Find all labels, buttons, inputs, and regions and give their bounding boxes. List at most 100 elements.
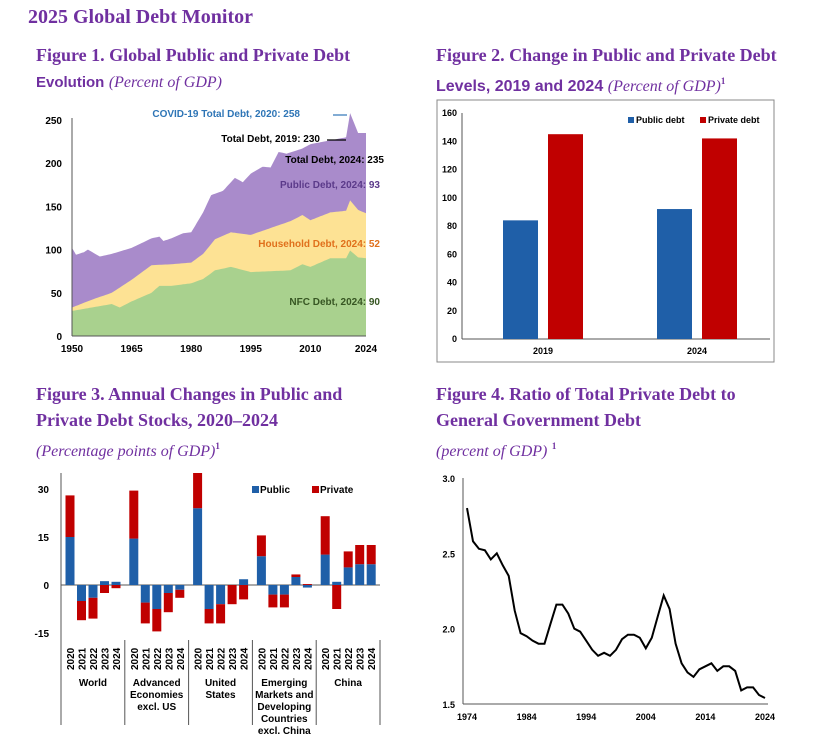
year-label: 2020	[130, 647, 141, 670]
public-bar	[239, 579, 249, 585]
x-tick-label: 1974	[457, 712, 477, 722]
public-bar	[193, 508, 203, 585]
group-label: Countries	[261, 714, 308, 725]
private-bar	[227, 585, 237, 605]
x-tick-label: 2010	[299, 344, 322, 355]
figure3-title-line2: Private Debt Stocks, 2020–2024	[36, 410, 278, 430]
legend-public-swatch	[252, 486, 259, 493]
year-label: 2020	[194, 647, 205, 670]
year-label: 2024	[112, 647, 123, 670]
private-bar	[129, 490, 139, 539]
ratio-line	[466, 507, 766, 699]
private-bar	[77, 601, 86, 621]
group-label: United	[205, 678, 236, 689]
private-bar	[100, 585, 109, 593]
public-bar	[88, 585, 98, 598]
private-bar	[88, 597, 98, 619]
figure2-title-line1: Figure 2. Change in Public and Private D…	[436, 45, 777, 65]
private-bar	[320, 516, 330, 555]
year-label: 2023	[101, 647, 112, 670]
public-bar	[77, 585, 86, 601]
year-label: 2024	[303, 647, 314, 670]
public-bar	[163, 585, 173, 593]
y-tick-label: 160	[442, 108, 457, 118]
annotation-total-2019: Total Debt, 2019: 230	[221, 134, 320, 145]
private-bar	[279, 594, 289, 608]
private-bar	[268, 594, 278, 608]
public-bar	[100, 581, 109, 585]
y-tick-label: 80	[447, 221, 457, 231]
y-tick-label: 0	[43, 581, 49, 592]
year-label: 2023	[164, 647, 175, 670]
year-label: 2023	[228, 647, 239, 670]
group-label: Emerging	[261, 678, 307, 689]
year-label: 2022	[280, 647, 291, 670]
legend-private-label: Private	[320, 485, 354, 496]
figure1-title-line1: Figure 1. Global Public and Private Debt	[36, 45, 351, 65]
group-label: Markets and	[255, 690, 313, 701]
group-label: World	[79, 678, 107, 689]
private-bar	[193, 473, 203, 509]
footnote-mark: 1	[551, 441, 557, 451]
figure2-frame	[436, 99, 775, 363]
y-tick-label: 40	[447, 278, 457, 288]
public-bar	[343, 567, 353, 585]
year-label: 2022	[153, 647, 164, 670]
y-tick-label: 100	[45, 246, 62, 257]
x-tick-label: 2024	[755, 712, 775, 722]
year-label: 2024	[367, 647, 378, 670]
legend-private-label: Private debt	[708, 115, 760, 125]
year-label: 2023	[356, 647, 367, 670]
y-tick-label: 250	[45, 116, 62, 127]
group-label: excl. China	[258, 726, 311, 737]
public-bar	[204, 585, 214, 609]
year-label: 2023	[292, 647, 303, 670]
year-label: 2020	[257, 647, 268, 670]
y-tick-label: 2.0	[442, 625, 455, 635]
private-bar	[366, 545, 376, 565]
y-tick-label: 15	[38, 533, 50, 544]
x-tick-label: 1994	[576, 712, 596, 722]
legend-private-swatch	[700, 117, 706, 123]
private-bar	[152, 609, 162, 632]
figure3-title-line1: Figure 3. Annual Changes in Public and	[36, 384, 343, 404]
annotation-public-2024: Public Debt, 2024: 93	[280, 180, 380, 191]
y-tick-label: 2.5	[442, 549, 455, 559]
private-bar	[302, 584, 312, 585]
y-tick-label: 140	[442, 136, 457, 146]
group-label: Advanced	[133, 678, 181, 689]
public-bar	[332, 581, 342, 585]
x-tick-label: 2019	[533, 346, 553, 356]
private-bar	[111, 585, 121, 589]
year-label: 2024	[240, 647, 251, 670]
private-bar	[239, 585, 249, 600]
public-bar	[175, 585, 185, 590]
x-tick-label: 1950	[61, 344, 84, 355]
x-tick-label: 2024	[355, 344, 378, 355]
public-bar	[111, 581, 121, 585]
figure4-title: Figure 4. Ratio of Total Private Debt to…	[436, 381, 736, 465]
nfc-area	[72, 250, 366, 336]
year-label: 2022	[89, 647, 100, 670]
annotation-nfc-2024: NFC Debt, 2024: 90	[289, 297, 380, 308]
figure1-title-line2: Evolution	[36, 74, 105, 91]
private-bar-2019	[548, 134, 583, 339]
figure4-unit: (percent of GDP)	[436, 443, 548, 460]
x-tick-label: 1984	[517, 712, 537, 722]
annotation-covid: COVID-19 Total Debt, 2020: 258	[152, 109, 300, 120]
figure1-title: Figure 1. Global Public and Private Debt…	[36, 42, 350, 96]
y-tick-label: 0	[452, 334, 457, 344]
private-bar	[140, 602, 150, 624]
x-tick-label: 2014	[695, 712, 715, 722]
public-bar	[216, 585, 226, 605]
y-tick-label: -15	[35, 629, 50, 640]
public-bar	[291, 577, 301, 585]
figure2-title: Figure 2. Change in Public and Private D…	[436, 42, 777, 100]
public-bar	[268, 585, 278, 595]
y-tick-label: 20	[447, 306, 457, 316]
public-bar	[152, 585, 162, 609]
public-bar	[129, 538, 139, 585]
group-label: Economies	[130, 690, 184, 701]
page-title: 2025 Global Debt Monitor	[28, 6, 253, 28]
legend-private-swatch	[312, 486, 319, 493]
